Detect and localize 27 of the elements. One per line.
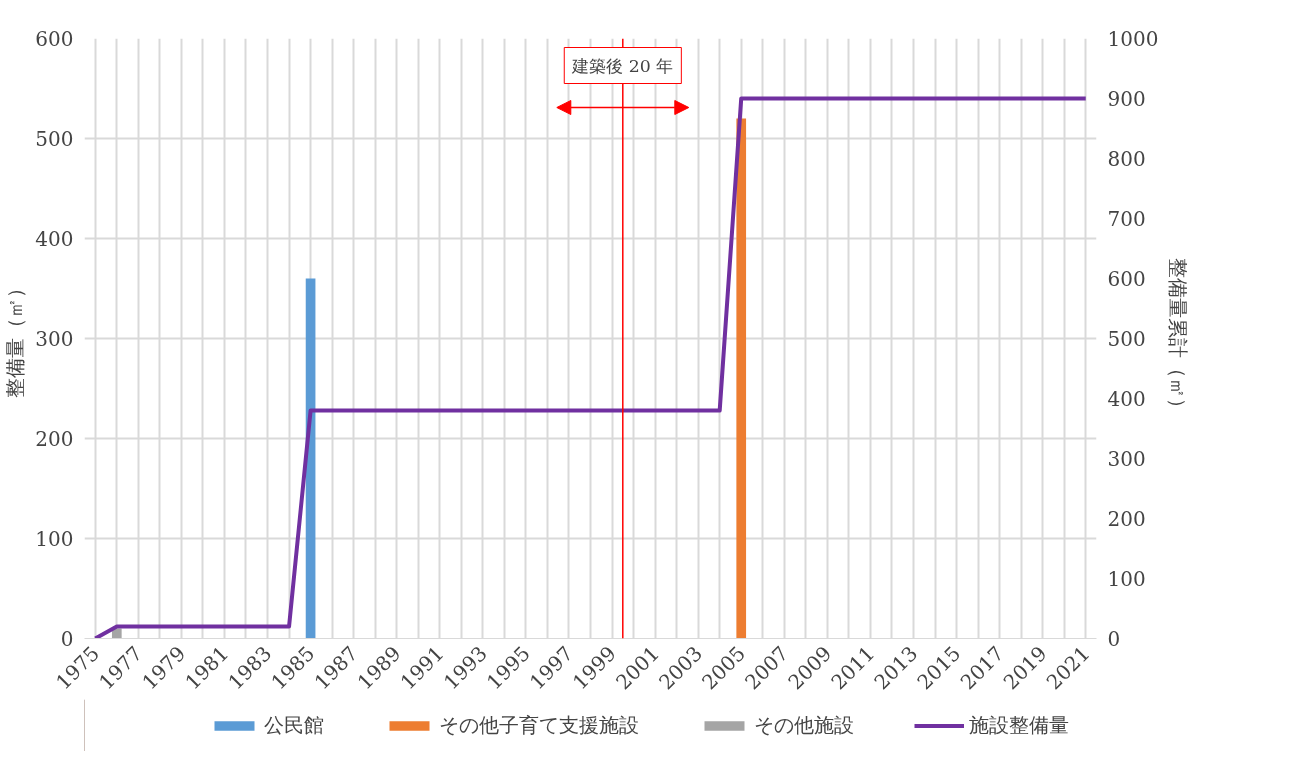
y2-tick-label: 800 (1107, 147, 1146, 171)
y2-tick-label: 1000 (1107, 27, 1159, 51)
bar (736, 118, 747, 639)
y2-tick-label: 200 (1107, 507, 1146, 531)
y2-tick-label: 400 (1107, 387, 1146, 411)
y-tick-label: 200 (35, 427, 74, 451)
legend-label: 施設整備量 (968, 711, 1069, 739)
y-tick-label: 300 (35, 327, 74, 351)
y-axis-title: 整備量（㎡） (3, 278, 28, 399)
line-series (93, 96, 1088, 639)
ref-line-label: 建築後 20 年 (571, 55, 674, 76)
y-tick-label: 600 (35, 27, 74, 51)
legend-label: 公民館 (263, 711, 324, 739)
legend-label: その他施設 (753, 711, 854, 739)
y2-tick-label: 900 (1107, 87, 1146, 111)
y2-tick-label: 0 (1107, 627, 1121, 651)
y-tick-label: 500 (35, 127, 74, 151)
y2-tick-label: 600 (1107, 267, 1146, 291)
y-tick-label: 0 (60, 627, 74, 651)
legend-label: その他子育て支援施設 (438, 711, 639, 739)
y-tick-label: 100 (35, 527, 74, 551)
y2-tick-label: 100 (1107, 567, 1146, 591)
y2-tick-label: 700 (1107, 207, 1146, 231)
y2-axis-title: 整備量累計（㎡） (1166, 258, 1191, 419)
y-tick-label: 400 (35, 227, 74, 251)
y2-tick-label: 500 (1107, 327, 1146, 351)
y2-tick-label: 300 (1107, 447, 1146, 471)
